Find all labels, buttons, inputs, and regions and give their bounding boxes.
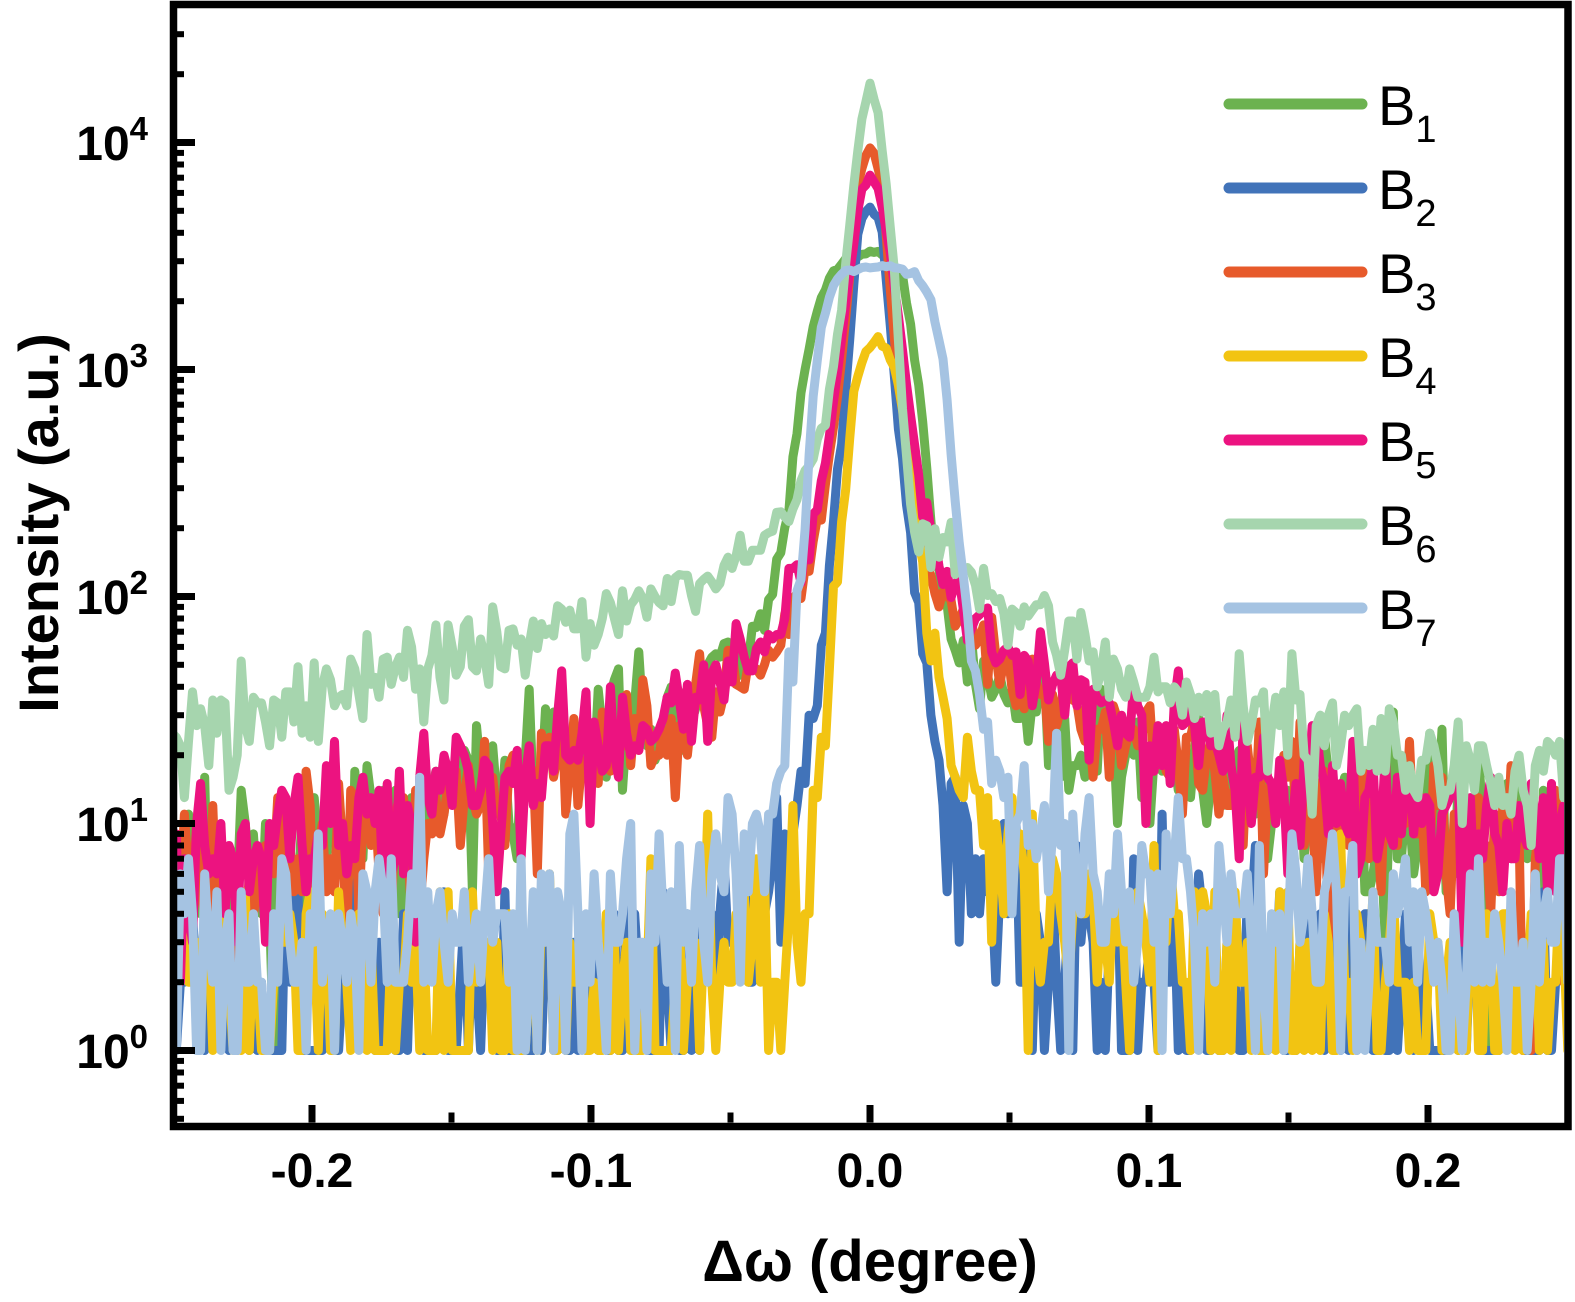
svg-text:104: 104 [76, 110, 148, 171]
svg-text:0.2: 0.2 [1395, 1145, 1462, 1198]
svg-text:Intensity (a.u.): Intensity (a.u.) [7, 333, 70, 713]
svg-text:-0.1: -0.1 [550, 1145, 633, 1198]
svg-text:Δω (degree): Δω (degree) [702, 1229, 1038, 1294]
svg-text:-0.2: -0.2 [271, 1145, 354, 1198]
svg-text:0.0: 0.0 [837, 1145, 904, 1198]
svg-text:0.1: 0.1 [1116, 1145, 1183, 1198]
svg-text:100: 100 [76, 1018, 148, 1079]
